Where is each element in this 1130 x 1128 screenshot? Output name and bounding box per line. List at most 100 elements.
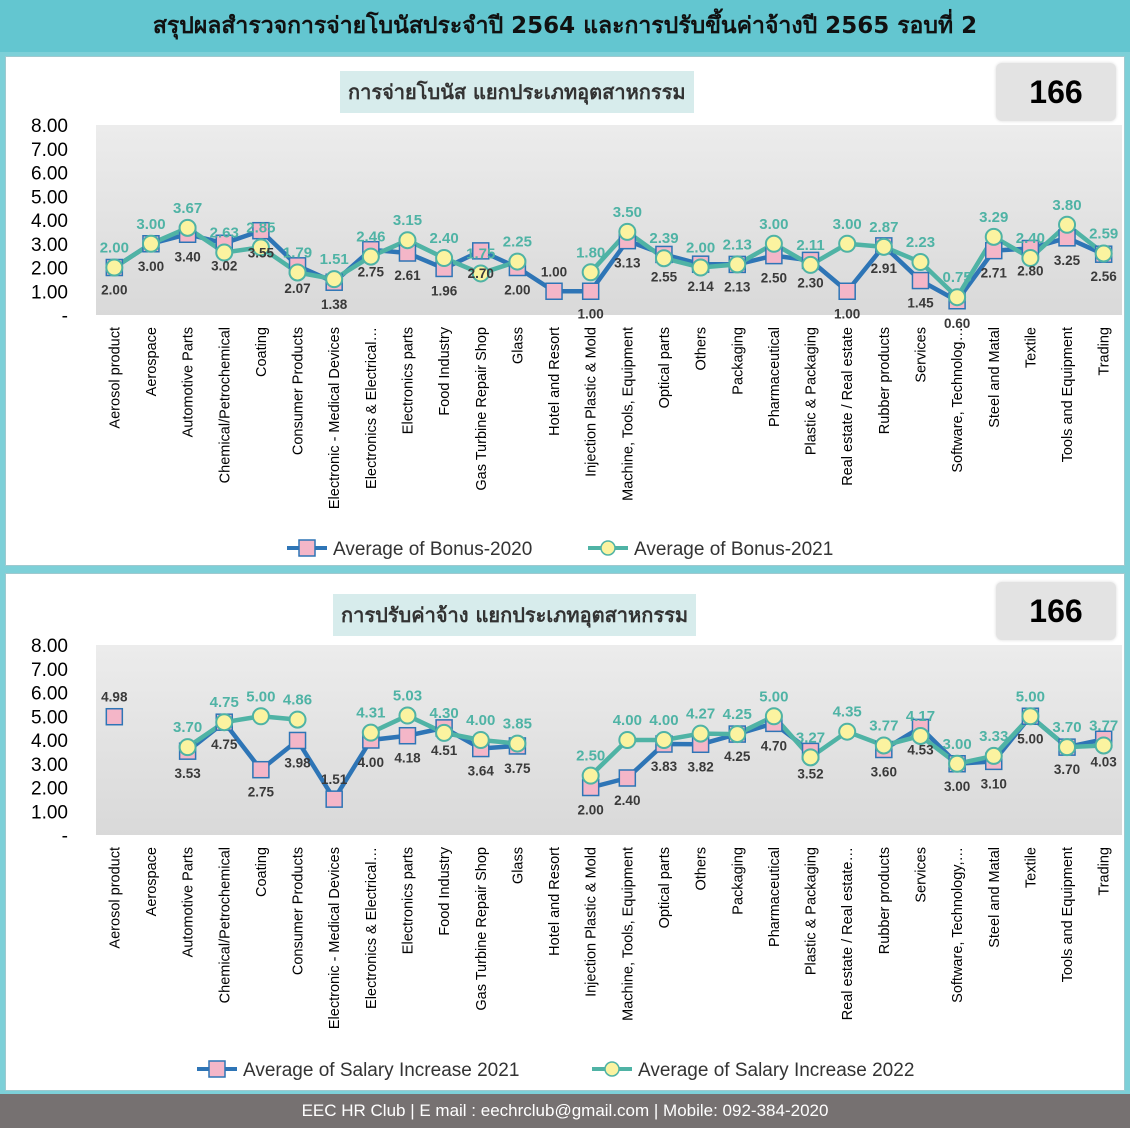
category-label: Gas Turbine Repair Shop <box>474 327 490 491</box>
data-label: 2.50 <box>576 748 605 765</box>
data-label: 2.87 <box>869 219 898 236</box>
y-tick-label: 6.00 <box>31 684 68 705</box>
category-label: Chemical/Petrochemical <box>217 847 233 1003</box>
data-label: 1.00 <box>578 306 604 321</box>
data-point <box>251 707 270 726</box>
category-label: Machine, Tools, Equipment <box>620 327 636 501</box>
data-label: 3.15 <box>393 212 422 229</box>
category-label: Plastic & Packaging <box>804 847 820 975</box>
salary-panel-title: การปรับค่าจ้าง แยกประเภทอุตสาหกรรม <box>333 594 697 636</box>
footer: EEC HR Club | E mail : eechrclub@gmail.c… <box>0 1094 1130 1128</box>
data-point <box>398 726 417 745</box>
data-label: 2.23 <box>906 234 935 251</box>
data-point <box>984 227 1003 246</box>
data-label: 3.70 <box>1054 762 1080 777</box>
category-label: Coating <box>254 327 270 377</box>
data-label: 3.00 <box>833 216 862 233</box>
data-label: 0.60 <box>944 316 970 331</box>
category-label: Gas Turbine Repair Shop <box>474 847 490 1011</box>
category-label: Packaging <box>730 327 746 395</box>
data-label: 3.82 <box>687 759 713 774</box>
data-point <box>764 707 783 726</box>
category-label: Consumer Products <box>291 327 307 455</box>
data-point <box>838 282 856 300</box>
legend-label: Average of Bonus-2021 <box>634 539 833 560</box>
data-point <box>178 218 197 237</box>
data-label: 3.64 <box>468 764 495 779</box>
data-label: 2.40 <box>614 793 640 808</box>
data-point <box>178 738 197 757</box>
y-tick-label: 3.00 <box>31 235 68 256</box>
data-label: 2.00 <box>504 283 530 298</box>
data-label: 1.45 <box>907 296 934 311</box>
data-label: 4.35 <box>833 704 862 721</box>
data-point <box>472 242 490 260</box>
data-label: 4.70 <box>761 738 787 753</box>
y-tick-label: 7.00 <box>31 660 68 681</box>
data-label: 2.14 <box>687 279 714 294</box>
data-point <box>508 252 527 271</box>
data-label: 2.40 <box>1016 230 1045 247</box>
data-point <box>654 731 673 749</box>
data-label: 3.85 <box>503 716 532 733</box>
category-label: Steel and Matal <box>987 847 1003 948</box>
data-label: 2.85 <box>246 219 275 236</box>
data-point <box>691 724 710 743</box>
series-line <box>113 228 1105 303</box>
legend-marker <box>208 1060 226 1078</box>
category-label: Plastic & Packaging <box>804 327 820 455</box>
category-label: Tools and Equipment <box>1060 327 1076 462</box>
data-point <box>1094 244 1113 263</box>
data-label: 2.50 <box>761 271 787 286</box>
category-label: Rubber products <box>877 847 893 954</box>
data-label: 2.46 <box>356 229 385 246</box>
data-point <box>471 731 490 749</box>
legend-marker <box>600 540 616 556</box>
data-label: 3.98 <box>284 755 311 770</box>
data-point <box>948 288 967 307</box>
category-label: Automotive Parts <box>181 327 197 437</box>
data-label: 3.00 <box>944 779 970 794</box>
category-label: Injection Plastic & Mold <box>584 327 600 477</box>
data-label: 1.51 <box>320 251 349 268</box>
y-tick-label: 2.00 <box>31 259 68 280</box>
category-label: Automotive Parts <box>181 847 197 957</box>
data-point <box>508 734 527 753</box>
data-label: 2.75 <box>248 785 275 800</box>
category-label: Electronics parts <box>400 847 416 954</box>
data-point <box>252 760 270 779</box>
data-label: 4.53 <box>907 742 934 757</box>
data-label: 3.02 <box>211 258 237 273</box>
data-point <box>984 746 1003 765</box>
data-label: 1.80 <box>576 244 605 261</box>
category-label: Glass <box>510 327 526 364</box>
data-label: 4.98 <box>101 690 128 705</box>
data-label: 3.40 <box>174 249 200 264</box>
data-point <box>618 222 637 241</box>
data-label: 2.75 <box>358 265 385 280</box>
y-tick-label: 3.00 <box>31 755 68 776</box>
data-label: 2.00 <box>686 240 715 257</box>
data-label: 2.91 <box>871 261 898 276</box>
data-point <box>801 748 820 767</box>
bonus-panel-title: การจ่ายโบนัส แยกประเภทอุตสาหกรรม <box>340 71 694 113</box>
category-label: Steel and Matal <box>987 327 1003 428</box>
plot-area <box>96 125 1122 315</box>
data-label: 3.10 <box>981 776 1007 791</box>
data-point <box>435 249 454 267</box>
data-label: 3.27 <box>796 729 825 746</box>
data-label: 4.25 <box>724 749 751 764</box>
data-label: 4.00 <box>649 712 678 729</box>
salary-count-badge: 166 <box>996 582 1116 640</box>
data-label: 2.63 <box>210 225 239 242</box>
category-label: Others <box>694 847 710 891</box>
data-point <box>325 790 343 808</box>
category-label: Electronics & Electrical… <box>364 847 380 1009</box>
y-tick-label: - <box>62 306 68 327</box>
data-point <box>1021 249 1040 267</box>
y-tick-label: 1.00 <box>31 802 68 823</box>
y-tick-label: 5.00 <box>31 707 68 728</box>
data-label: 3.80 <box>1052 197 1081 214</box>
category-label: Optical parts <box>657 327 673 408</box>
y-tick-label: 8.00 <box>31 116 68 137</box>
